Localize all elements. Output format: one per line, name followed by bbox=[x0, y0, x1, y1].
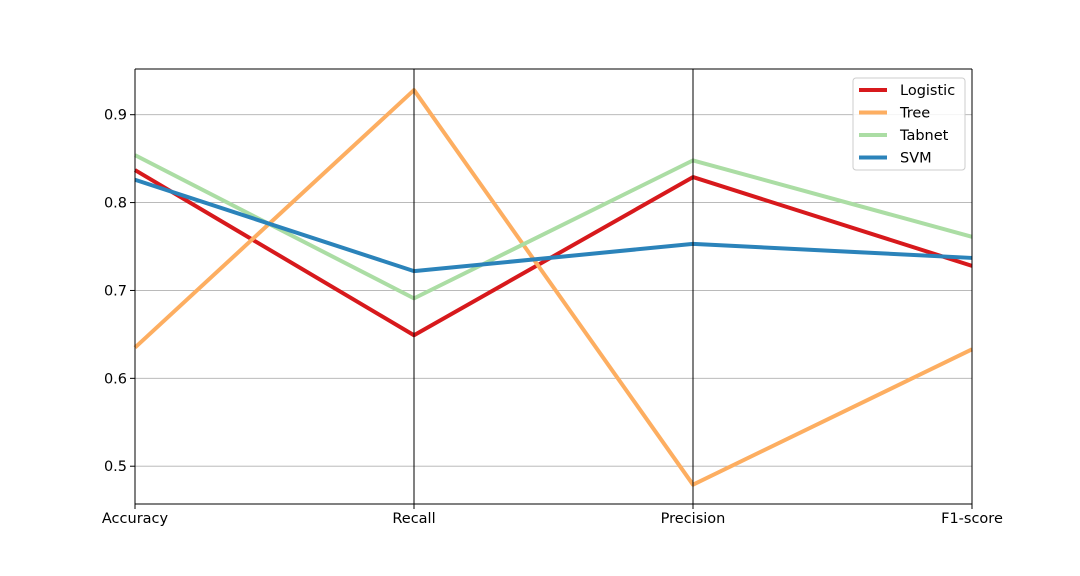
y-tick-label: 0.8 bbox=[104, 196, 127, 212]
x-tick-label: Accuracy bbox=[102, 511, 169, 527]
axis-layer: 0.5 0.6 0.7 0.8 0.9 Accuracy Recall Precision F1… bbox=[102, 108, 1003, 527]
x-tick-label: Recall bbox=[392, 511, 435, 527]
series-line-svm bbox=[134, 177, 973, 274]
legend-label: SVM bbox=[900, 151, 932, 167]
x-tick-label: F1-score bbox=[941, 511, 1003, 527]
legend-label: Logistic bbox=[900, 83, 955, 99]
legend-label: Tabnet bbox=[899, 128, 949, 144]
x-tick-label: Precision bbox=[661, 511, 726, 527]
y-tick-label: 0.7 bbox=[104, 283, 127, 299]
legend: Logistic Tree Tabnet SVM bbox=[852, 77, 966, 171]
legend-label: Tree bbox=[899, 106, 930, 122]
y-tick-label: 0.9 bbox=[104, 108, 127, 124]
series-layer bbox=[133, 88, 973, 487]
y-tick-label: 0.6 bbox=[104, 371, 127, 387]
plot-frame bbox=[134, 68, 973, 505]
legend-box bbox=[852, 77, 966, 171]
y-tick-label: 0.5 bbox=[104, 459, 127, 475]
series-line-tree bbox=[133, 88, 973, 487]
